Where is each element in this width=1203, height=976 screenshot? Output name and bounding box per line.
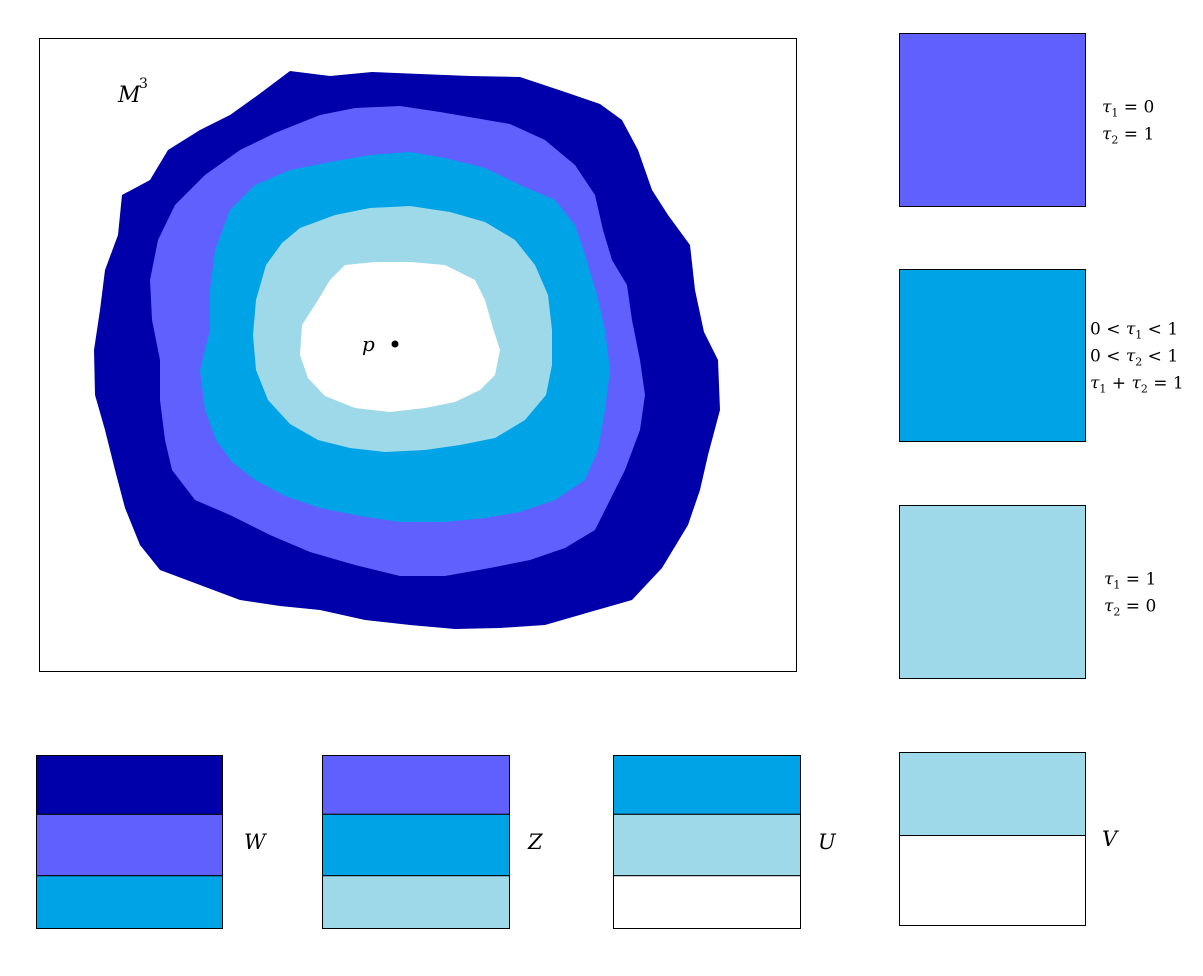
set-z-stripe-2: [322, 813, 510, 877]
point-p-dot: [391, 340, 399, 348]
set-label-v: V: [1102, 827, 1119, 851]
set-v-stripe-2: [899, 835, 1086, 926]
set-label-z: Z: [527, 830, 543, 854]
set-u-stripe-1: [613, 755, 801, 815]
set-z-stripe-3: [322, 875, 510, 929]
legend-condition-3-2: τ2 = 0: [1104, 597, 1156, 619]
manifold-exponent: 3: [139, 76, 148, 92]
legend-condition-1-1: τ1 = 0: [1102, 98, 1154, 120]
legend-condition-2-2: 0 < τ2 < 1: [1090, 347, 1178, 369]
region-white-core: [300, 262, 500, 412]
manifold-label: M: [117, 83, 141, 108]
set-u-stripe-3: [613, 875, 801, 929]
legend-condition-3-1: τ1 = 1: [1104, 570, 1156, 592]
set-z-stripe-1: [322, 755, 510, 815]
legend-condition-1-2: τ2 = 1: [1102, 125, 1154, 147]
set-u-stripe-2: [613, 813, 801, 877]
legend-swatch-2: [899, 269, 1086, 442]
legend-condition-2-1: 0 < τ1 < 1: [1090, 320, 1178, 342]
set-box-z: [322, 755, 510, 929]
legend-condition-2-3: τ1 + τ2 = 1: [1090, 374, 1184, 396]
set-w-stripe-2: [36, 813, 223, 877]
set-label-u: U: [818, 830, 837, 854]
legend-swatch-1: [899, 33, 1086, 207]
set-label-w: W: [244, 830, 268, 854]
legend-group: τ1 = 0 τ2 = 1 0 < τ1 < 1 0 < τ2 < 1 τ1 + τ2 …: [899, 33, 1184, 679]
set-v-stripe-1: [899, 752, 1086, 837]
set-w-stripe-1: [36, 755, 223, 815]
set-box-w: [36, 755, 223, 929]
point-p-label: p: [362, 332, 375, 356]
set-w-stripe-3: [36, 875, 223, 929]
legend-swatch-3: [899, 505, 1086, 679]
set-box-u: [613, 755, 801, 929]
set-box-v: [899, 752, 1086, 926]
